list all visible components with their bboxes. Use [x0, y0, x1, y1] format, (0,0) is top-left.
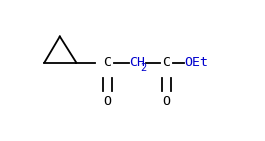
Text: O: O — [162, 95, 170, 108]
Text: 2: 2 — [140, 63, 147, 73]
Text: O: O — [103, 95, 111, 108]
Text: C: C — [103, 56, 111, 69]
Text: C: C — [162, 56, 170, 69]
Text: OEt: OEt — [185, 56, 209, 69]
Text: CH: CH — [129, 56, 145, 69]
